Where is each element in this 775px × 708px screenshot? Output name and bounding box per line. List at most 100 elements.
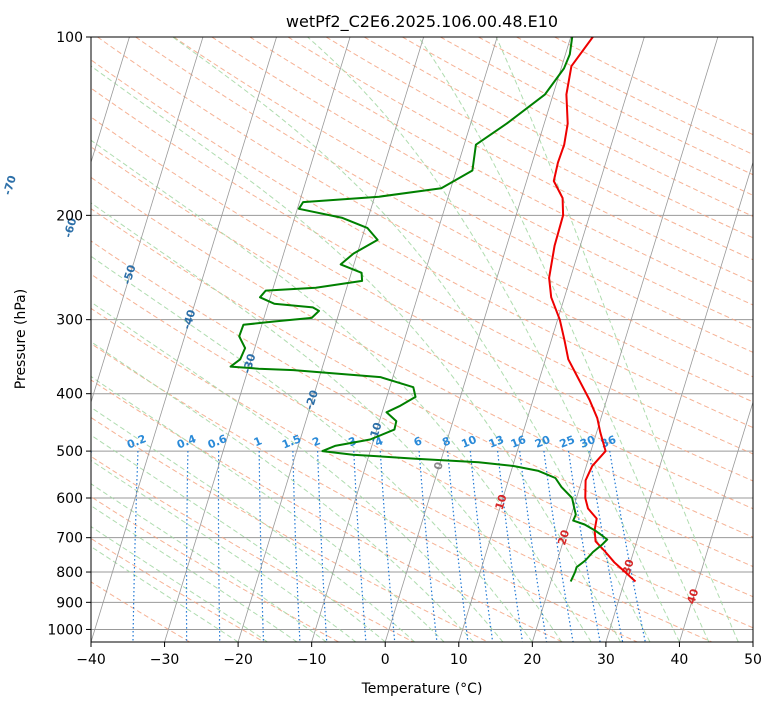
isotherm	[237, 37, 425, 642]
mixing-ratio-line	[217, 451, 221, 642]
dry-adiabat	[211, 37, 753, 329]
mixing-ratio-lines	[91, 450, 646, 642]
dry-adiabat	[97, 37, 753, 403]
dry-adiabat	[91, 59, 753, 429]
chart-title: wetPf2_C2E6.2025.106.00.48.E10	[286, 12, 558, 32]
moist-adiabat	[91, 139, 592, 642]
y-tick-label: 200	[56, 208, 83, 224]
x-tick-label: 30	[597, 652, 615, 668]
isotherm-label: -70	[1, 174, 19, 197]
isotherm-label: 40	[684, 587, 701, 606]
isotherm-label: -10	[366, 420, 384, 443]
mixing-ratio-line	[132, 451, 139, 642]
x-tick-label: 20	[523, 652, 541, 668]
isotherm	[531, 37, 719, 642]
mixing-ratio-line	[258, 451, 265, 642]
moist-adiabat	[91, 505, 298, 642]
mixing-ratio-label: 1	[252, 434, 264, 449]
isotherm	[605, 160, 753, 642]
sounding-traces	[229, 37, 637, 583]
y-tick-label: 700	[56, 531, 83, 547]
dry-adiabat	[91, 307, 713, 642]
dry-adiabat	[91, 496, 340, 642]
dry-adiabat	[91, 208, 753, 568]
dry-adiabat	[91, 116, 753, 482]
isotherm-label: -60	[61, 216, 79, 239]
moist-adiabat	[91, 434, 386, 642]
y-tick-label: 300	[56, 313, 83, 329]
plot-frame	[90, 36, 754, 643]
isotherm	[91, 37, 130, 164]
x-axis: −40 −30 −20 −10 0 10 20 30 40 50	[76, 642, 762, 668]
y-axis: 100 200 300 400 500 600 700 800 900 1000	[47, 30, 91, 638]
y-tick-label: 500	[56, 444, 83, 460]
moist-adiabat	[91, 255, 533, 642]
mixing-ratio-line	[317, 451, 328, 642]
dry-adiabat	[91, 176, 753, 538]
isotherm-label: 20	[555, 528, 572, 547]
isotherm	[164, 37, 351, 642]
moist-adiabat	[91, 301, 504, 642]
moist-adiabat	[91, 525, 268, 642]
dry-adiabat	[287, 37, 753, 283]
dry-adiabat	[91, 343, 638, 642]
dry-adiabat	[363, 37, 753, 239]
dry-adiabat	[402, 37, 753, 217]
isotherm-label: 10	[493, 493, 510, 512]
mixing-ratio-line	[292, 451, 301, 642]
mixing-ratio-label: 16	[509, 433, 528, 451]
isotherm-label: 0	[431, 460, 446, 471]
isotherm-label: -40	[180, 308, 198, 331]
moist-adiabat	[172, 37, 651, 642]
x-tick-label: −40	[76, 652, 106, 668]
dry-adiabat	[440, 37, 753, 196]
pressure-gridlines	[91, 37, 753, 630]
x-tick-label: −30	[150, 652, 180, 668]
mixing-ratio-label: 20	[533, 433, 552, 451]
isotherm	[679, 400, 753, 642]
x-tick-label: 40	[671, 652, 689, 668]
dry-adiabat	[478, 37, 753, 176]
dry-adiabats	[91, 37, 753, 642]
x-tick-label: −20	[223, 652, 253, 668]
mixing-ratio-line	[379, 451, 396, 642]
y-tick-label: 1000	[47, 622, 83, 638]
moist-adiabat	[91, 202, 563, 642]
mixing-ratio-label: 25	[558, 433, 577, 451]
mixing-ratio-line	[519, 451, 548, 642]
dry-adiabat	[516, 37, 753, 155]
mixing-ratio-label: 13	[487, 433, 506, 451]
y-tick-label: 900	[56, 595, 83, 611]
isotherm-label: -20	[303, 388, 321, 411]
y-tick-label: 800	[56, 565, 83, 581]
y-axis-label: Pressure (hPa)	[13, 289, 29, 389]
mixing-ratio-label: 10	[459, 433, 478, 451]
dry-adiabat	[91, 87, 753, 455]
background-lines	[91, 37, 753, 642]
x-tick-label: −10	[297, 652, 327, 668]
isotherm	[458, 37, 645, 642]
moist-adiabats	[91, 37, 739, 642]
mixing-ratio-label: 30	[578, 433, 597, 451]
mixing-ratio-label: 2	[310, 434, 322, 449]
moist-adiabat	[91, 406, 415, 642]
moist-adiabat	[91, 341, 474, 642]
isotherm-label: -50	[120, 263, 138, 286]
y-tick-label: 600	[56, 491, 83, 507]
dry-adiabat	[91, 240, 753, 598]
isotherm	[311, 37, 498, 642]
mixing-ratio-line	[447, 451, 469, 642]
moist-adiabat	[495, 37, 739, 642]
dry-adiabat	[325, 37, 753, 261]
isotherm	[91, 37, 204, 404]
isotherm	[91, 37, 277, 642]
x-axis-label: Temperature (°C)	[361, 681, 483, 697]
mixing-ratio-line	[543, 451, 574, 642]
mixing-ratio-line	[353, 451, 367, 642]
y-tick-label: 400	[56, 387, 83, 403]
dry-adiabat	[135, 37, 753, 378]
x-tick-label: 10	[450, 652, 468, 668]
mixing-ratio-line	[418, 451, 438, 642]
dry-adiabat	[91, 537, 265, 642]
